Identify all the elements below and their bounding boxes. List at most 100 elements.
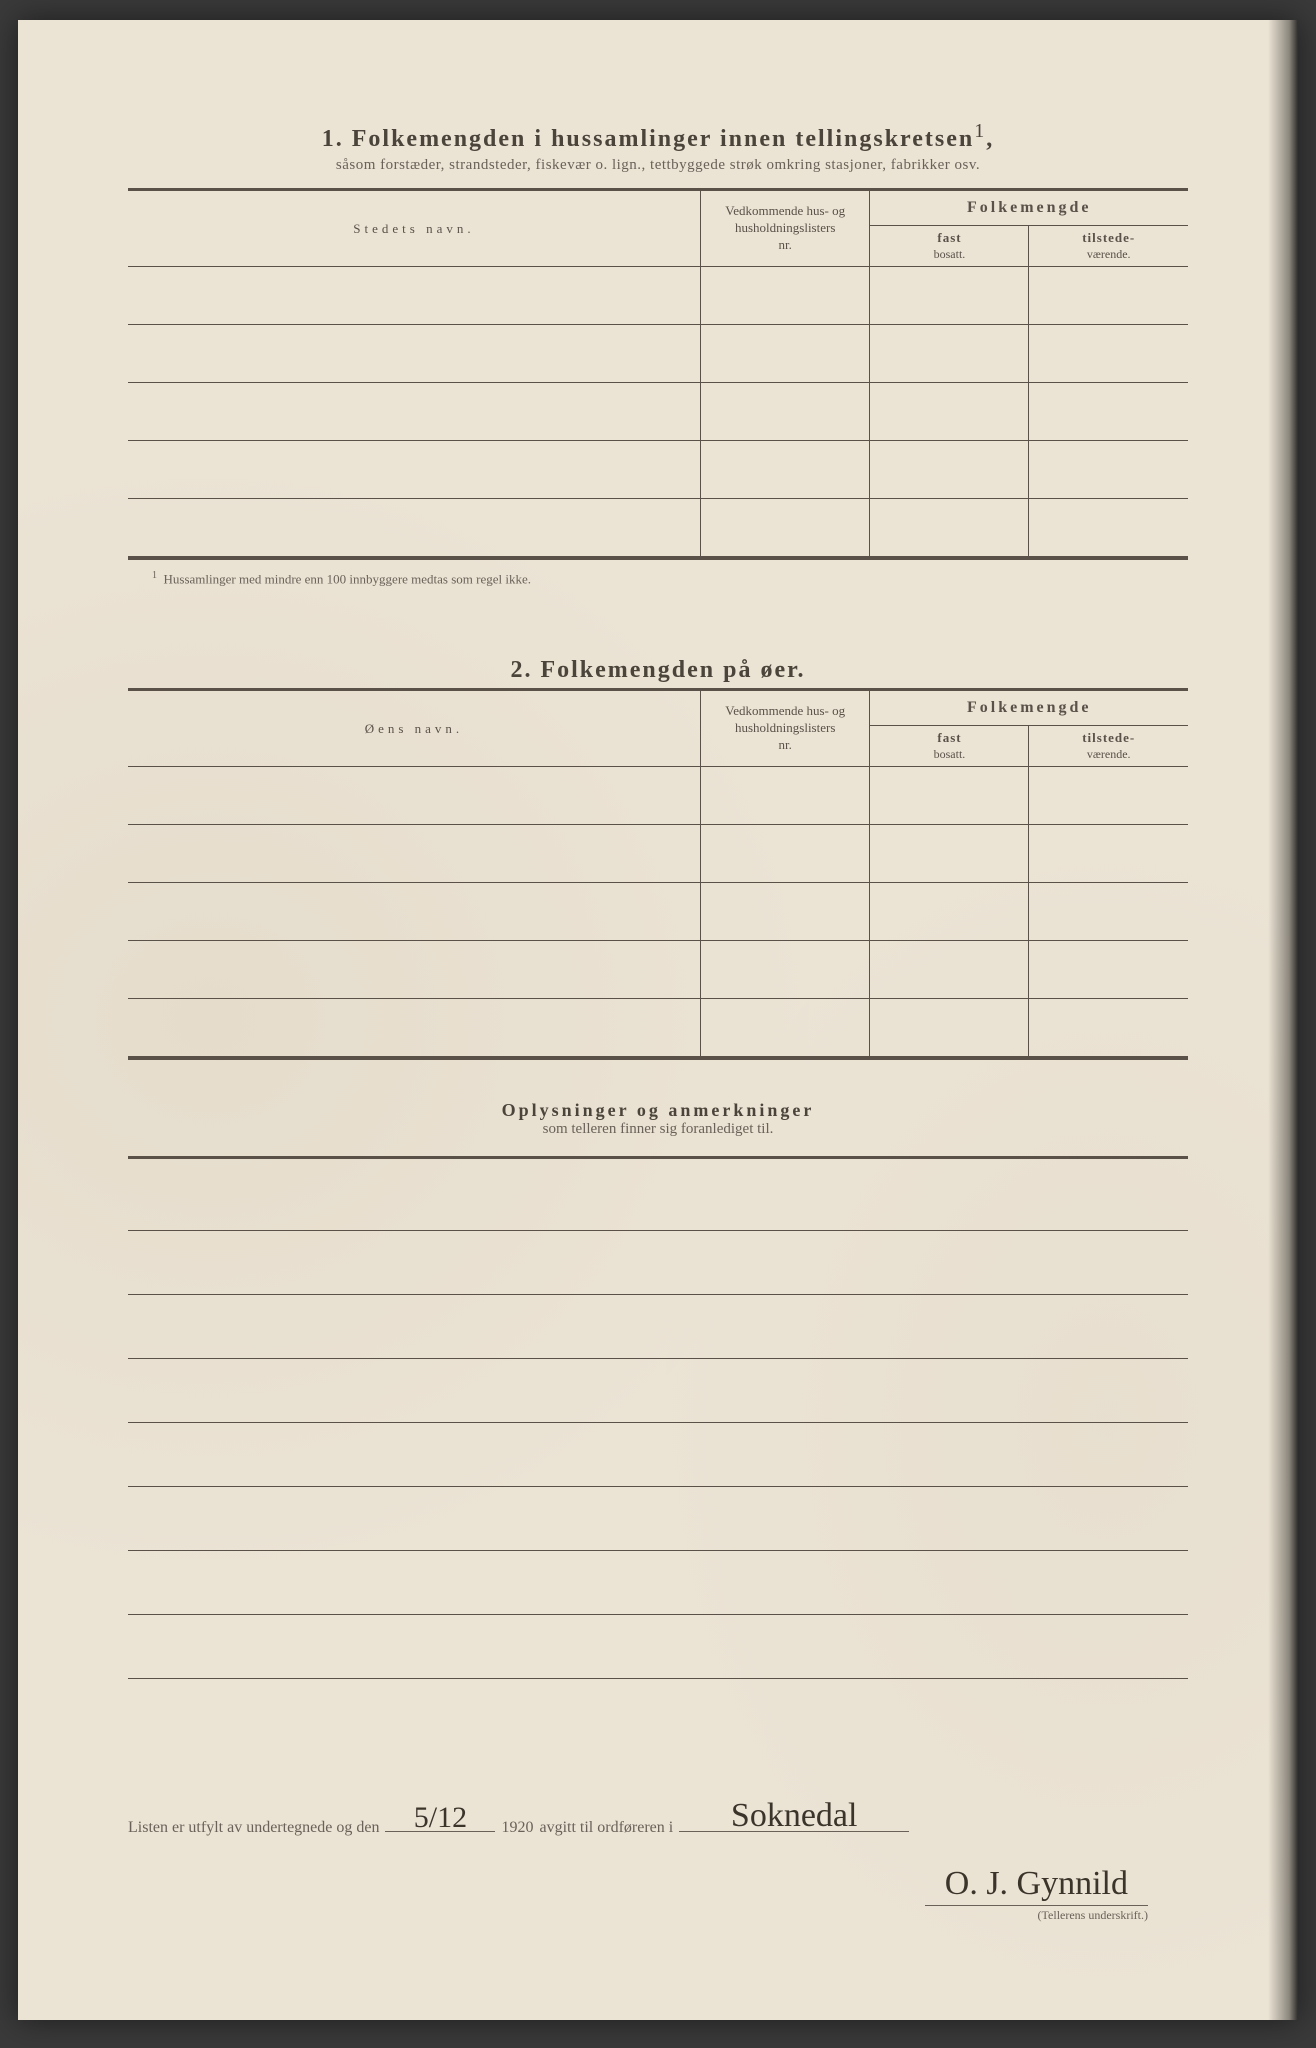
cell-name	[128, 499, 700, 557]
tils-l2: værende.	[1087, 247, 1131, 261]
place-field: Soknedal	[679, 1831, 909, 1832]
table-1-header-row-1: Stedets navn. Vedkommende hus- og hushol…	[128, 191, 1188, 226]
col-folkemengde-2: Folkemengde	[870, 691, 1188, 726]
ruled-line	[128, 1615, 1188, 1679]
table-2: Øens navn. Vedkommende hus- og husholdni…	[128, 691, 1188, 1057]
section-3-subtitle: som telleren finner sig foranlediget til…	[128, 1121, 1188, 1138]
cell-ref	[700, 325, 870, 383]
date-field: 5/12	[385, 1831, 495, 1832]
section-1-sup: 1	[974, 120, 986, 142]
section-3-title: Oplysninger og anmerkninger	[128, 1100, 1188, 1121]
cell-name	[128, 767, 700, 825]
table-row	[128, 767, 1188, 825]
cell-name	[128, 941, 700, 999]
table-1: Stedets navn. Vedkommende hus- og hushol…	[128, 191, 1188, 557]
ref-l2: husholdningslisters	[735, 220, 835, 235]
tils2-l1: tilstede-	[1082, 730, 1135, 745]
cell-name	[128, 883, 700, 941]
cell-fast	[870, 383, 1029, 441]
cell-ref	[700, 941, 870, 999]
ruled-line	[128, 1295, 1188, 1359]
cell-tilstede	[1029, 999, 1188, 1057]
cell-name	[128, 383, 700, 441]
rule-top-3	[128, 1156, 1188, 1159]
table-row	[128, 267, 1188, 325]
cell-tilstede	[1029, 941, 1188, 999]
remarks-lines	[128, 1167, 1188, 1679]
col-oens-navn: Øens navn.	[128, 691, 700, 767]
signature: O. J. Gynnild	[925, 1865, 1148, 1906]
section-3: Oplysninger og anmerkninger som telleren…	[128, 1100, 1188, 1679]
col-fast: fast bosatt.	[870, 226, 1029, 267]
section-2-number: 2.	[510, 657, 532, 683]
ruled-line	[128, 1551, 1188, 1615]
ruled-line	[128, 1359, 1188, 1423]
cell-name	[128, 999, 700, 1057]
cell-ref	[700, 883, 870, 941]
ref2-l1: Vedkommende hus- og	[725, 703, 845, 718]
signoff-text-b: avgitt til ordføreren i	[539, 1819, 673, 1837]
col-ref-header-2: Vedkommende hus- og husholdningslisters …	[700, 691, 870, 767]
rule-bottom-2	[128, 1057, 1188, 1060]
footnote-sup: 1	[152, 570, 157, 581]
fast2-l2: bosatt.	[934, 747, 966, 761]
table-row	[128, 441, 1188, 499]
cell-tilstede	[1029, 499, 1188, 557]
section-1-title: 1. Folkemengden i hussamlinger innen tel…	[128, 120, 1188, 153]
signature-block: O. J. Gynnild (Tellerens underskrift.)	[128, 1865, 1188, 1923]
ruled-line	[128, 1167, 1188, 1231]
cell-name	[128, 267, 700, 325]
cell-ref	[700, 767, 870, 825]
table-2-header-row-1: Øens navn. Vedkommende hus- og husholdni…	[128, 691, 1188, 726]
ref-l1: Vedkommende hus- og	[725, 203, 845, 218]
signature-caption: (Tellerens underskrift.)	[128, 1908, 1148, 1923]
table-row	[128, 825, 1188, 883]
cell-name	[128, 325, 700, 383]
section-1-heading: Folkemengden i hussamlinger innen tellin…	[352, 126, 975, 152]
cell-ref	[700, 383, 870, 441]
table-row	[128, 941, 1188, 999]
cell-tilstede	[1029, 825, 1188, 883]
cell-tilstede	[1029, 383, 1188, 441]
cell-ref	[700, 267, 870, 325]
ruled-line	[128, 1423, 1188, 1487]
col-fast-2: fast bosatt.	[870, 726, 1029, 767]
section-2: 2. Folkemengden på øer. Øens navn. Vedko…	[128, 657, 1188, 1060]
cell-tilstede	[1029, 441, 1188, 499]
table-row	[128, 883, 1188, 941]
cell-fast	[870, 767, 1029, 825]
date-value: 5/12	[414, 1801, 467, 1835]
footnote-text: Hussamlinger med mindre enn 100 innbygge…	[164, 571, 532, 586]
table-row	[128, 499, 1188, 557]
ref2-l2: husholdningslisters	[735, 720, 835, 735]
cell-ref	[700, 825, 870, 883]
cell-name	[128, 825, 700, 883]
fast-l1: fast	[937, 230, 961, 245]
section-2-title: 2. Folkemengden på øer.	[128, 657, 1188, 684]
cell-fast	[870, 499, 1029, 557]
cell-tilstede	[1029, 883, 1188, 941]
table-row	[128, 383, 1188, 441]
cell-tilstede	[1029, 325, 1188, 383]
cell-fast	[870, 267, 1029, 325]
signoff-text-a: Listen er utfylt av undertegnede og den	[128, 1819, 379, 1837]
fast2-l1: fast	[937, 730, 961, 745]
cell-ref	[700, 499, 870, 557]
cell-name	[128, 441, 700, 499]
col-ref-header: Vedkommende hus- og husholdningslisters …	[700, 191, 870, 267]
table-row	[128, 999, 1188, 1057]
place-value: Soknedal	[731, 1797, 858, 1835]
year-label: 1920	[501, 1819, 533, 1837]
cell-ref	[700, 999, 870, 1057]
ref2-l3: nr.	[779, 737, 792, 752]
cell-fast	[870, 999, 1029, 1057]
section-1-number: 1.	[322, 126, 344, 152]
cell-tilstede	[1029, 767, 1188, 825]
col-tilstede: tilstede- værende.	[1029, 226, 1188, 267]
cell-fast	[870, 441, 1029, 499]
table-row	[128, 325, 1188, 383]
section-2-heading: Folkemengden på øer.	[540, 657, 805, 683]
tils2-l2: værende.	[1087, 747, 1131, 761]
fast-l2: bosatt.	[934, 247, 966, 261]
cell-fast	[870, 941, 1029, 999]
